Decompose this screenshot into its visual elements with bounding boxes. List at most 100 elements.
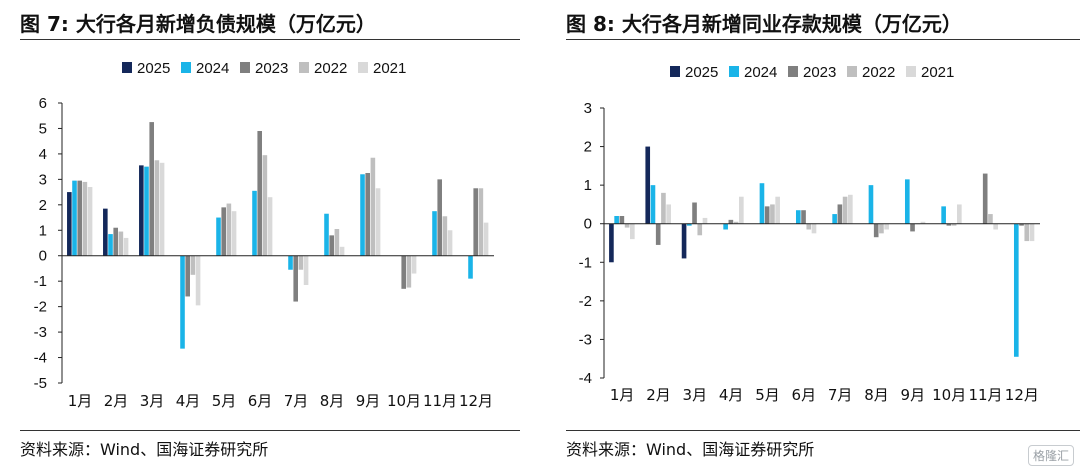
bar-2024-8月 <box>868 185 874 224</box>
bar-2021-8月 <box>339 246 345 256</box>
bar-2023-3月 <box>149 122 154 256</box>
bar-2023-6月 <box>257 131 262 256</box>
bar-2022-6月 <box>262 155 268 256</box>
legend-label-2024: 2024 <box>744 64 777 81</box>
legend-label-2023: 2023 <box>255 60 288 77</box>
y-tick-label: 2 <box>39 197 47 214</box>
bar-2023-8月 <box>329 235 334 256</box>
y-tick-label: 4 <box>39 146 47 163</box>
bar-2021-1月 <box>630 223 635 240</box>
legend-swatch-2021 <box>906 66 916 77</box>
bar-2024-7月 <box>288 255 293 270</box>
legend-label-2022: 2022 <box>314 60 347 77</box>
bar-2024-5月 <box>216 217 221 256</box>
x-tick-label: 2月 <box>104 392 129 410</box>
bar-chart-liabilities: 2025 2024 2023 2022 2021 -5 -4 -3 -2 -1 0 1 2 3 4 5 6 1月 2… <box>34 60 494 410</box>
bar-2024-8月 <box>324 213 329 256</box>
series-2023 <box>619 173 1024 245</box>
y-tick-label: -4 <box>579 370 592 387</box>
bar-2022-3月 <box>697 223 703 236</box>
legend: 2025 2024 2023 2022 2021 <box>670 64 954 81</box>
x-tick-label: 11月 <box>423 392 457 410</box>
x-tick-label: 9月 <box>356 392 381 410</box>
y-tick-label: -2 <box>34 299 47 316</box>
bar-2022-8月 <box>334 229 340 256</box>
bar-2023-12月 <box>1019 223 1024 226</box>
y-tick-label: 6 <box>39 95 47 112</box>
bar-2021-12月 <box>483 222 489 256</box>
series-2024 <box>72 166 473 349</box>
bar-2022-5月 <box>770 204 775 224</box>
legend-swatch-2023 <box>788 66 798 77</box>
bar-2023-9月 <box>365 173 370 256</box>
bar-2022-1月 <box>624 223 630 228</box>
bar-2022-7月 <box>842 196 848 224</box>
series-2023 <box>77 122 478 302</box>
bar-2024-5月 <box>759 183 765 224</box>
bar-2021-3月 <box>159 162 165 256</box>
legend-label-2021: 2021 <box>921 64 954 81</box>
x-tick-label: 5月 <box>755 386 780 404</box>
source-rule <box>566 430 1080 431</box>
source-note: 资料来源：Wind、国海证券研究所 <box>566 440 815 459</box>
legend-label-2025: 2025 <box>137 60 170 77</box>
bar-2024-11月 <box>432 211 437 256</box>
bar-2023-12月 <box>473 188 478 256</box>
legend-swatch-2022 <box>299 62 309 73</box>
bar-2025-2月 <box>645 146 651 224</box>
legend-label-2024: 2024 <box>196 60 229 77</box>
bar-2021-6月 <box>267 197 273 256</box>
bar-2024-4月 <box>723 223 728 230</box>
x-tick-label: 12月 <box>459 392 493 410</box>
bar-2023-1月 <box>619 216 625 224</box>
bar-2024-1月 <box>72 180 77 256</box>
bar-2021-12月 <box>1029 223 1035 242</box>
y-tick-label: 3 <box>39 171 47 188</box>
series-2021 <box>87 162 489 306</box>
series-2024 <box>614 179 1019 357</box>
bar-2022-4月 <box>190 255 196 275</box>
bar-2021-2月 <box>666 204 671 224</box>
bar-2024-9月 <box>904 179 910 224</box>
x-tick-label: 3月 <box>140 392 165 410</box>
bar-2021-4月 <box>195 255 201 306</box>
chart-panel-left: 图 7: 大行各月新增负债规模（万亿元） 2025 2024 2023 2022 202… <box>0 0 530 472</box>
bar-2025-1月 <box>609 223 614 263</box>
bar-2021-9月 <box>375 188 381 256</box>
bar-2022-10月 <box>406 255 412 288</box>
bar-2024-2月 <box>650 185 656 224</box>
bar-2021-6月 <box>811 223 817 234</box>
bar-2022-6月 <box>806 223 812 230</box>
bar-2021-5月 <box>775 196 780 224</box>
x-tick-label: 7月 <box>828 386 853 404</box>
series-2021 <box>630 194 1035 242</box>
bar-2021-11月 <box>447 230 453 256</box>
y-tick-label: -1 <box>579 254 592 271</box>
bar-2023-10月 <box>401 255 406 289</box>
bar-2024-12月 <box>1013 223 1019 357</box>
bar-2023-2月 <box>113 227 118 256</box>
legend-swatch-2025 <box>122 62 132 73</box>
bar-2023-3月 <box>692 202 697 224</box>
y-tick-label: -1 <box>34 273 47 290</box>
x-tick-label: 5月 <box>212 392 237 410</box>
legend-swatch-2024 <box>729 66 739 77</box>
y-tick-label: -2 <box>579 293 592 310</box>
x-tick-label: 10月 <box>387 392 421 410</box>
bar-2022-4月 <box>733 221 739 224</box>
bar-2021-7月 <box>303 255 309 285</box>
bar-2022-3月 <box>154 160 160 256</box>
bar-2025-3月 <box>139 165 144 256</box>
y-tick-label: -3 <box>579 331 592 348</box>
bar-2024-1月 <box>614 216 619 224</box>
bar-2022-11月 <box>442 216 448 256</box>
legend-swatch-2024 <box>181 62 191 73</box>
x-tick-label: 3月 <box>683 386 708 404</box>
bar-2025-1月 <box>67 192 72 256</box>
bar-2021-1月 <box>87 187 93 256</box>
bar-2023-7月 <box>293 255 298 302</box>
bar-2023-5月 <box>764 206 770 224</box>
bar-2023-11月 <box>437 179 442 256</box>
bar-2025-2月 <box>103 208 108 256</box>
x-tick-label: 8月 <box>320 392 345 410</box>
